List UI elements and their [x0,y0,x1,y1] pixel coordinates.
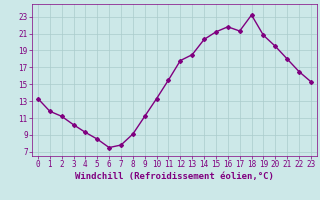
X-axis label: Windchill (Refroidissement éolien,°C): Windchill (Refroidissement éolien,°C) [75,172,274,181]
